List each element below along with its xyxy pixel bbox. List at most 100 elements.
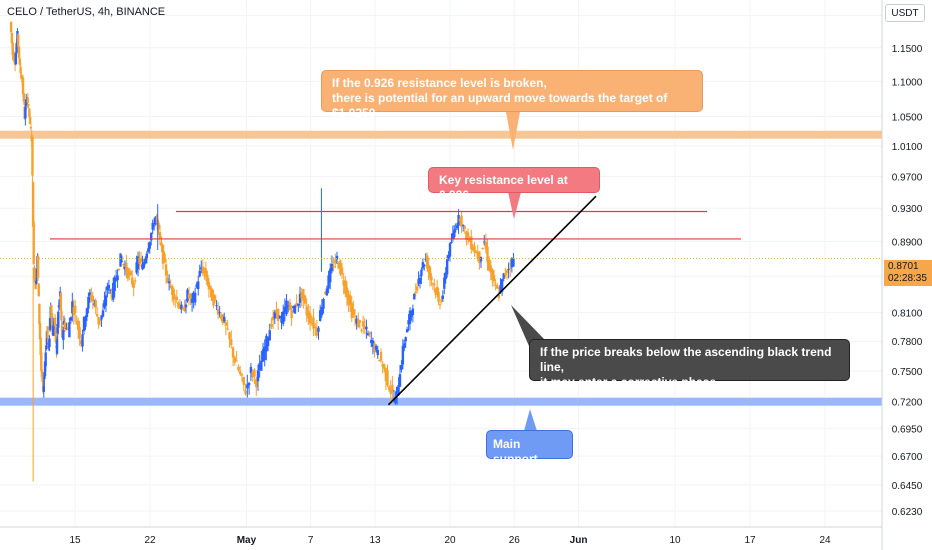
candle-body: [473, 245, 476, 253]
candle-body: [463, 226, 466, 229]
y-tick-label: 1.1500: [892, 44, 923, 55]
trendline-callout[interactable]: If the price breaks below the ascending …: [529, 339, 850, 389]
candle-body: [297, 303, 300, 306]
candle-body: [201, 266, 205, 274]
candle-body: [148, 242, 151, 249]
candle-body: [71, 301, 74, 314]
resistance-callout[interactable]: Key resistance level at 0.926: [428, 167, 600, 202]
candle-body: [223, 316, 226, 322]
candle-body: [221, 314, 224, 323]
candle-body: [180, 304, 183, 310]
candle-body: [36, 256, 40, 278]
candle-body: [465, 231, 468, 240]
candle-body: [135, 262, 138, 273]
candle-body: [82, 317, 86, 332]
candle-body: [379, 351, 383, 361]
candle-body: [430, 276, 433, 281]
candle-body: [320, 306, 324, 316]
target-callout[interactable]: If the 0.926 resistance level is broken,…: [321, 70, 703, 120]
candle-body: [266, 337, 270, 347]
time-axis: 15 22 May 7 13 20 26 Jun 10 17 24: [69, 535, 831, 546]
candle-body: [489, 265, 492, 273]
candle-body: [324, 292, 327, 294]
trendline-callout-line-2: it may enter a corrective phase.: [540, 375, 720, 389]
candle-body: [45, 331, 49, 345]
candle-body: [394, 398, 397, 404]
candle-body: [60, 325, 64, 337]
candle-body: [95, 313, 99, 317]
candle-body: [109, 289, 112, 291]
x-tick-label: 13: [369, 535, 381, 546]
candle-body: [117, 268, 121, 270]
y-tick-label: 0.6700: [892, 452, 923, 463]
candle-body: [190, 298, 194, 303]
candle-body: [373, 343, 376, 352]
candle-body: [391, 385, 394, 392]
candle-body: [24, 107, 27, 119]
candle-body: [378, 360, 381, 362]
candle-body: [195, 284, 198, 288]
candle-body: [38, 303, 41, 325]
candle-body: [18, 58, 22, 65]
candle-body: [253, 369, 256, 377]
chart-zones: [0, 130, 882, 406]
candle-body: [307, 311, 310, 319]
y-tick-label: 0.6450: [892, 481, 923, 492]
candle-body: [308, 313, 312, 324]
candle-body: [29, 127, 33, 129]
candle-body: [169, 285, 172, 288]
candle-body: [287, 305, 290, 308]
candle-body: [290, 310, 293, 319]
candle-body: [414, 291, 417, 294]
candle-body: [154, 216, 157, 225]
candle-body: [216, 308, 220, 315]
candle-body: [255, 379, 258, 387]
candle-body: [15, 42, 18, 53]
candle-body: [60, 310, 63, 321]
candle-body: [492, 274, 496, 282]
candle-body: [21, 77, 25, 95]
candle-body: [114, 277, 118, 281]
x-tick-label: 26: [509, 535, 521, 546]
candle-body: [486, 246, 489, 263]
y-tick-label: 1.0100: [892, 142, 923, 153]
candle-body: [353, 316, 357, 318]
candle-body: [507, 269, 510, 271]
candle-body: [440, 299, 443, 302]
candle-body: [186, 289, 189, 302]
candle-body: [403, 343, 406, 349]
candle-body: [27, 104, 30, 106]
candle-body: [458, 218, 462, 222]
support-callout[interactable]: Main support: [486, 430, 573, 466]
x-tick-label: 7: [308, 535, 314, 546]
candle-body: [40, 371, 44, 373]
candle-body: [219, 315, 223, 319]
candle-body: [212, 294, 215, 306]
candle-body: [155, 215, 159, 224]
candle-body: [435, 286, 439, 296]
candle-body: [407, 319, 410, 325]
candle-body: [363, 326, 366, 330]
candle-body: [104, 295, 108, 306]
candle-body: [116, 275, 119, 281]
candle-body: [494, 284, 497, 286]
candle-body: [280, 318, 283, 323]
candle-body: [237, 366, 240, 371]
candle-body: [383, 364, 386, 369]
candle-body: [189, 294, 192, 299]
candle-body: [215, 305, 218, 307]
currency-button[interactable]: USDT: [885, 4, 925, 22]
candle-body: [413, 293, 416, 300]
candle-body: [200, 267, 203, 270]
candle-body: [41, 377, 44, 382]
candle-body: [48, 318, 52, 331]
candle-body: [434, 289, 437, 295]
candle-body: [160, 242, 163, 247]
candle-body: [50, 305, 53, 318]
candle-body: [293, 305, 297, 314]
y-tick-label: 1.0500: [892, 113, 923, 124]
last-price-value: 0.8701: [888, 261, 919, 272]
candle-body: [52, 325, 55, 336]
candle-body: [88, 292, 92, 297]
